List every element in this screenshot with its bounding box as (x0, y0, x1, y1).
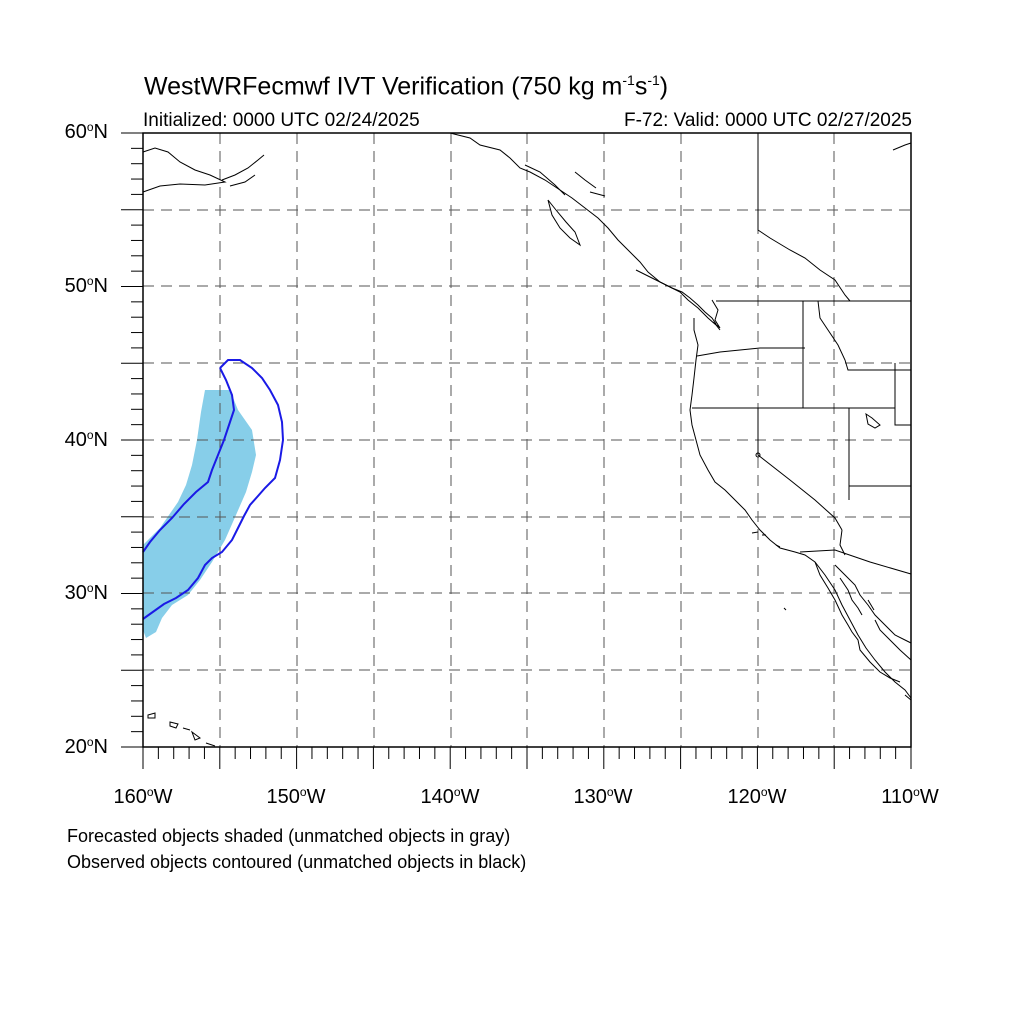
lon-label-160w: 160oW (113, 785, 173, 808)
valid-time: F-72: Valid: 0000 UTC 02/27/2025 (624, 110, 912, 131)
axis-ticks (121, 132, 912, 769)
lon-label-130w: 130oW (573, 785, 633, 808)
forecast-object-shading (143, 390, 256, 638)
lat-label-30n: 30oN (64, 581, 108, 604)
lon-label-110w: 110oW (881, 785, 939, 808)
political-borders (692, 133, 912, 575)
coastlines (142, 132, 912, 747)
lat-label-20n: 20oN (64, 735, 108, 758)
observed-object-contour-inner (142, 367, 236, 553)
lat-label-40n: 40oN (64, 428, 108, 451)
initialized-time: Initialized: 0000 UTC 02/24/2025 (143, 110, 420, 131)
legend-observed-note: Observed objects contoured (unmatched ob… (67, 852, 527, 872)
legend-forecast-note: Forecasted objects shaded (unmatched obj… (67, 826, 511, 846)
graticule (143, 133, 911, 747)
lon-label-150w: 150oW (266, 785, 326, 808)
observed-object-contour (142, 359, 285, 620)
lat-label-50n: 50oN (64, 274, 108, 297)
lon-label-140w: 140oW (420, 785, 480, 808)
chart-title: WestWRFecmwf IVT Verification (750 kg m-… (144, 72, 669, 101)
lat-label-60n: 60oN (64, 120, 108, 143)
lon-label-120w: 120oW (727, 785, 787, 808)
